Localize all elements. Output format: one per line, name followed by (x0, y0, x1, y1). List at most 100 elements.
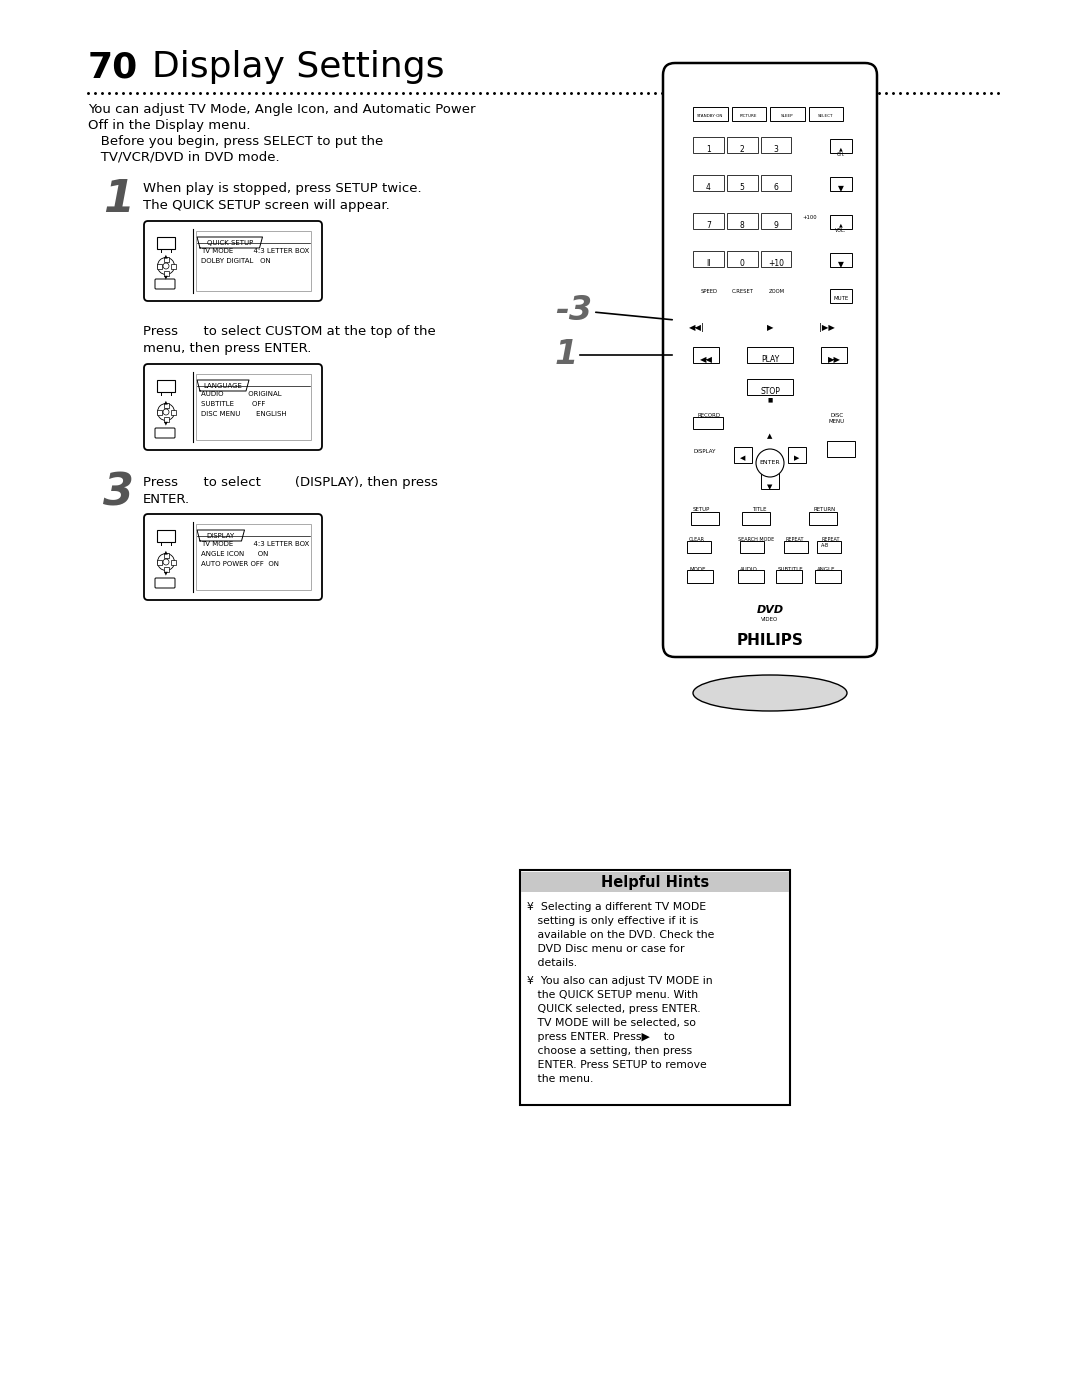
Text: DISC
MENU: DISC MENU (829, 414, 845, 423)
Bar (157, 560, 162, 564)
Polygon shape (197, 380, 249, 391)
Text: ENTER: ENTER (759, 461, 781, 465)
FancyBboxPatch shape (144, 514, 322, 599)
Bar (691, 511, 719, 525)
Text: |▶▶: |▶▶ (819, 323, 835, 332)
Bar (784, 541, 808, 553)
Text: press ENTER. Press▶    to: press ENTER. Press▶ to (527, 1032, 675, 1042)
Text: TV/VCR/DVD in DVD mode.: TV/VCR/DVD in DVD mode. (87, 151, 280, 163)
Text: +10: +10 (768, 258, 784, 268)
Text: menu, then press ENTER.: menu, then press ENTER. (143, 342, 311, 355)
Text: ▲: ▲ (767, 433, 772, 439)
Bar (760, 251, 792, 267)
Text: AUTO POWER OFF  ON: AUTO POWER OFF ON (201, 562, 279, 567)
Bar (171, 560, 175, 564)
Bar (163, 416, 168, 422)
Bar (831, 289, 852, 303)
Bar (827, 441, 855, 457)
Bar (742, 511, 770, 525)
Text: CLEAR: CLEAR (689, 536, 705, 542)
Text: TITLE: TITLE (752, 507, 767, 511)
Bar (521, 872, 789, 893)
Circle shape (158, 257, 175, 274)
FancyBboxPatch shape (156, 427, 175, 439)
FancyBboxPatch shape (144, 365, 322, 450)
Bar (816, 541, 841, 553)
Bar (727, 212, 757, 229)
Text: ▼: ▼ (838, 260, 843, 270)
Text: details.: details. (527, 958, 577, 968)
Bar (727, 137, 757, 154)
Text: 1: 1 (706, 145, 711, 154)
Bar (157, 237, 175, 249)
Text: Press      to select        (DISPLAY), then press: Press to select (DISPLAY), then press (143, 476, 437, 489)
Text: 4: 4 (706, 183, 711, 191)
Text: MODE: MODE (689, 567, 705, 571)
Bar (171, 264, 175, 268)
Bar (740, 541, 764, 553)
Text: 5: 5 (740, 183, 744, 191)
Text: The QUICK SETUP screen will appear.: The QUICK SETUP screen will appear. (143, 198, 390, 212)
Bar (163, 257, 168, 261)
Bar (693, 346, 719, 363)
Text: REPEAT
A-B: REPEAT A-B (821, 536, 839, 548)
Text: -3: -3 (555, 293, 592, 327)
Text: DVD: DVD (756, 605, 784, 615)
Bar (693, 108, 728, 122)
Text: STANDBY·ON: STANDBY·ON (697, 115, 724, 117)
Bar (738, 570, 764, 583)
Text: SUBTITLE: SUBTITLE (778, 567, 804, 571)
Bar (157, 529, 175, 542)
Bar (163, 271, 168, 275)
Bar (760, 175, 792, 191)
Text: ▼: ▼ (164, 420, 167, 425)
Text: setting is only effective if it is: setting is only effective if it is (527, 916, 699, 926)
Text: Off in the Display menu.: Off in the Display menu. (87, 119, 251, 131)
Bar (831, 138, 852, 154)
Text: ENTER.: ENTER. (143, 493, 190, 506)
Bar (770, 108, 805, 122)
Bar (760, 212, 792, 229)
Text: SUBTITLE        OFF: SUBTITLE OFF (201, 401, 266, 407)
Text: 9: 9 (773, 221, 779, 231)
Text: ANGLE ICON      ON: ANGLE ICON ON (201, 550, 268, 557)
Bar (519, 870, 789, 1105)
Bar (831, 253, 852, 267)
Bar (760, 137, 792, 154)
Text: RETURN: RETURN (813, 507, 835, 511)
Text: 1: 1 (555, 338, 578, 372)
FancyBboxPatch shape (156, 279, 175, 289)
Bar (831, 215, 852, 229)
Circle shape (756, 448, 784, 476)
Text: ▼: ▼ (164, 274, 167, 279)
Bar (157, 264, 162, 268)
Circle shape (158, 553, 175, 570)
Bar (157, 409, 162, 415)
Text: ▼: ▼ (767, 483, 772, 490)
Text: PLAY: PLAY (761, 355, 779, 365)
Text: 3: 3 (773, 145, 779, 154)
Bar (761, 474, 779, 489)
Text: the QUICK SETUP menu. With: the QUICK SETUP menu. With (527, 990, 698, 1000)
Text: ¥  Selecting a different TV MODE: ¥ Selecting a different TV MODE (527, 902, 706, 912)
Bar (163, 567, 168, 571)
Text: QUICK selected, press ENTER.: QUICK selected, press ENTER. (527, 1004, 701, 1014)
Bar (761, 455, 779, 472)
Text: STOP: STOP (760, 387, 780, 395)
Bar (693, 175, 724, 191)
Text: ■: ■ (768, 397, 772, 402)
Text: TV MODE will be selected, so: TV MODE will be selected, so (527, 1018, 696, 1028)
Text: DISC MENU       ENGLISH: DISC MENU ENGLISH (201, 411, 286, 416)
Text: 70: 70 (87, 50, 138, 84)
Bar (747, 379, 793, 395)
Text: Display Settings: Display Settings (152, 50, 445, 84)
Bar (747, 346, 793, 363)
Text: ¥  You also can adjust TV MODE in: ¥ You also can adjust TV MODE in (527, 977, 713, 986)
Text: +100: +100 (802, 215, 818, 219)
Polygon shape (197, 529, 244, 541)
Text: PHILIPS: PHILIPS (737, 633, 804, 648)
Text: SLEEP: SLEEP (781, 115, 794, 117)
Bar (788, 447, 806, 462)
Text: DISPLAY: DISPLAY (206, 532, 234, 538)
Text: SPEED: SPEED (700, 289, 717, 293)
